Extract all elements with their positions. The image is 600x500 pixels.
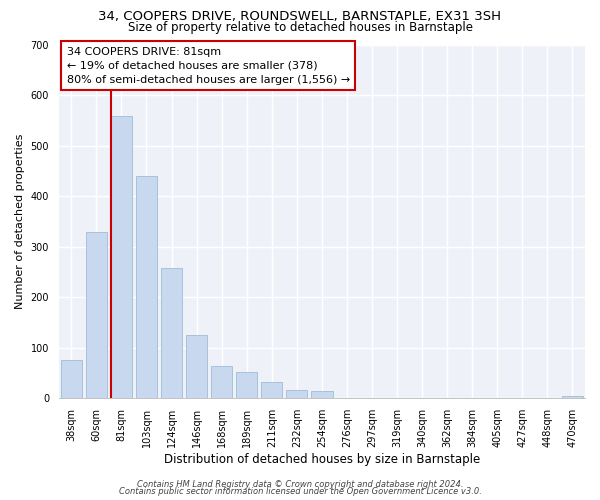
Bar: [261, 382, 283, 398]
Bar: [61, 360, 82, 399]
Bar: [186, 335, 207, 398]
Y-axis label: Number of detached properties: Number of detached properties: [15, 134, 25, 310]
Bar: [161, 268, 182, 398]
Bar: [562, 396, 583, 398]
Bar: [86, 232, 107, 398]
Bar: [286, 390, 307, 398]
Bar: [311, 392, 332, 398]
X-axis label: Distribution of detached houses by size in Barnstaple: Distribution of detached houses by size …: [164, 453, 480, 466]
Bar: [236, 372, 257, 398]
Bar: [136, 176, 157, 398]
Bar: [111, 116, 132, 399]
Text: 34 COOPERS DRIVE: 81sqm
← 19% of detached houses are smaller (378)
80% of semi-d: 34 COOPERS DRIVE: 81sqm ← 19% of detache…: [67, 47, 350, 85]
Bar: [211, 366, 232, 398]
Text: 34, COOPERS DRIVE, ROUNDSWELL, BARNSTAPLE, EX31 3SH: 34, COOPERS DRIVE, ROUNDSWELL, BARNSTAPL…: [98, 10, 502, 23]
Text: Size of property relative to detached houses in Barnstaple: Size of property relative to detached ho…: [128, 21, 473, 34]
Text: Contains HM Land Registry data © Crown copyright and database right 2024.: Contains HM Land Registry data © Crown c…: [137, 480, 463, 489]
Text: Contains public sector information licensed under the Open Government Licence v3: Contains public sector information licen…: [119, 487, 481, 496]
